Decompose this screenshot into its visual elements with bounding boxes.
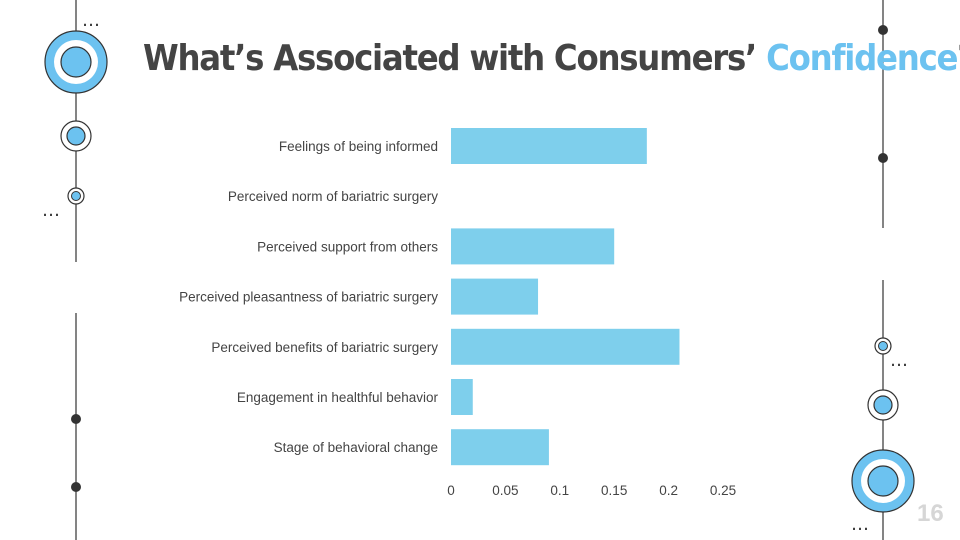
title-accent-word: Confidence bbox=[766, 38, 958, 79]
timeline-dot bbox=[71, 414, 81, 424]
category-label: Perceived norm of bariatric surgery bbox=[228, 189, 438, 204]
large-ring-icon bbox=[44, 30, 108, 94]
bar-0 bbox=[451, 128, 647, 164]
x-tick-labels: 0 0.05 0.1 0.15 0.2 0.25 bbox=[447, 483, 736, 498]
bar-2 bbox=[451, 228, 615, 265]
title-question-mark: ? bbox=[957, 38, 960, 79]
small-ring-icon bbox=[874, 337, 892, 355]
category-label: Engagement in healthful behavior bbox=[237, 390, 439, 405]
x-tick-label: 0 bbox=[447, 483, 455, 498]
small-ring-icon bbox=[67, 187, 85, 205]
x-tick-label: 0.2 bbox=[659, 483, 678, 498]
category-label: Perceived benefits of bariatric surgery bbox=[211, 340, 438, 355]
bar-3 bbox=[451, 278, 539, 315]
timeline-dot bbox=[878, 25, 888, 35]
slide-title: What’s Associated with Consumers’ Confid… bbox=[143, 38, 960, 79]
timeline-dot bbox=[71, 482, 81, 492]
x-tick-label: 0.15 bbox=[601, 483, 627, 498]
page-number: 16 bbox=[917, 500, 944, 527]
category-labels: Feelings of being informed Perceived norm… bbox=[179, 139, 438, 455]
ellipsis-mid-left: … bbox=[42, 200, 60, 221]
x-tick-label: 0.25 bbox=[710, 483, 736, 498]
category-label: Feelings of being informed bbox=[279, 139, 438, 154]
ellipsis-bottom-right: … bbox=[851, 514, 869, 535]
ellipsis-mid-right: … bbox=[890, 350, 908, 371]
timeline-dot bbox=[878, 153, 888, 163]
title-main-text: What’s Associated with Consumers’ bbox=[143, 38, 767, 79]
category-label: Perceived support from others bbox=[257, 239, 438, 254]
bar-5 bbox=[451, 379, 473, 415]
large-ring-icon bbox=[851, 449, 915, 513]
x-tick-label: 0.05 bbox=[492, 483, 518, 498]
category-label: Perceived pleasantness of bariatric surg… bbox=[179, 290, 438, 305]
medium-ring-icon bbox=[60, 120, 92, 152]
medium-ring-icon bbox=[867, 389, 899, 421]
bar-6 bbox=[451, 429, 549, 466]
bar-group bbox=[451, 128, 680, 466]
x-tick-label: 0.1 bbox=[550, 483, 569, 498]
category-label: Stage of behavioral change bbox=[274, 440, 438, 455]
bar-4 bbox=[451, 328, 680, 365]
ellipsis-top-left: … bbox=[82, 10, 100, 31]
